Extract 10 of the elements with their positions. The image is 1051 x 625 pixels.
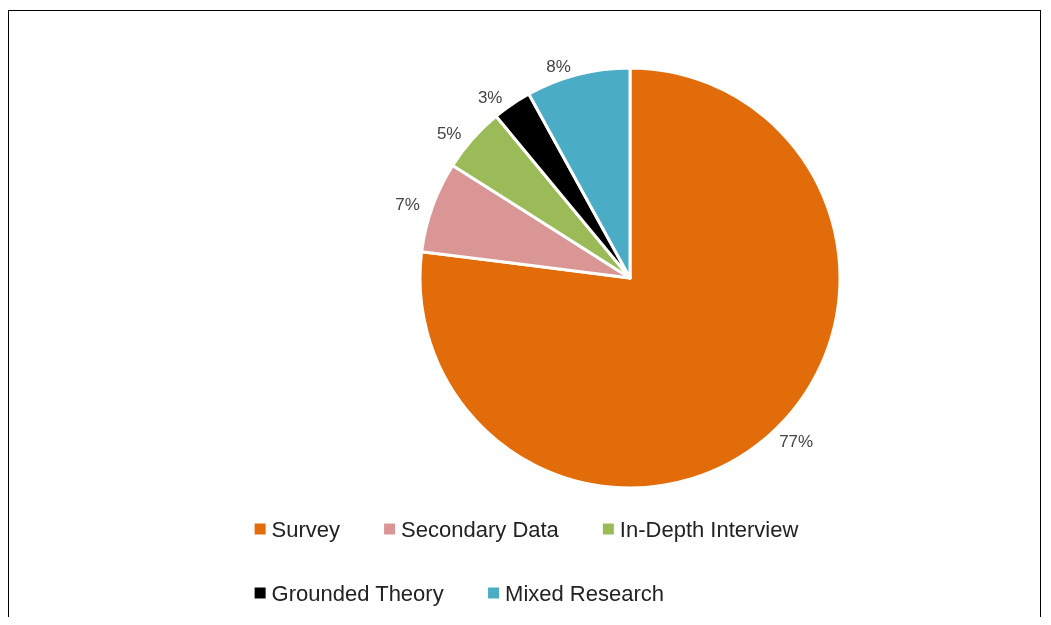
data-label: 7%: [395, 194, 420, 214]
data-label: 8%: [546, 57, 571, 77]
legend-label: In-Depth Interview: [619, 516, 799, 542]
data-label: 5%: [436, 124, 462, 144]
legend-label: Secondary Data: [401, 516, 560, 542]
data-label: 3%: [477, 88, 503, 108]
legend-label: Grounded Theory: [271, 580, 444, 606]
data-label: 77%: [779, 432, 814, 452]
legend-label: Survey: [271, 516, 341, 542]
legend-label: Mixed Research: [505, 580, 665, 606]
